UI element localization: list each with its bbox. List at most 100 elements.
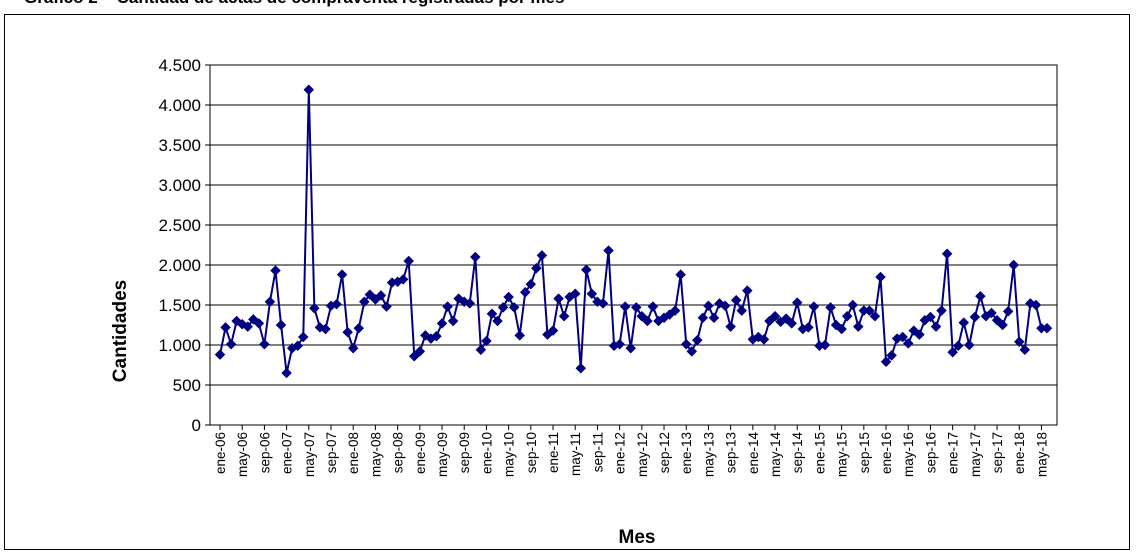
x-tick-label: may-18: [1034, 432, 1049, 477]
data-point: [264, 296, 276, 308]
y-tick-label: 3.500: [158, 136, 201, 155]
x-tick-label: may-08: [368, 432, 383, 477]
data-point: [353, 322, 365, 334]
data-point: [536, 250, 548, 261]
x-tick-label: sep-07: [324, 432, 339, 473]
data-point: [1030, 299, 1042, 311]
data-point: [825, 302, 836, 313]
x-tick-label: sep-13: [724, 432, 739, 473]
data-point: [986, 307, 997, 319]
data-point: [519, 286, 531, 298]
x-tick-label: ene-11: [546, 432, 561, 473]
data-point: [691, 334, 703, 346]
y-tick-label: 1.000: [158, 336, 201, 355]
data-point: [214, 349, 226, 360]
x-tick-label: may-11: [568, 432, 583, 476]
data-point: [525, 278, 537, 290]
data-point: [486, 308, 498, 320]
data-point: [741, 285, 753, 296]
x-tick-label: ene-13: [679, 432, 694, 474]
x-tick-label: sep-11: [590, 432, 605, 472]
y-tick-label: 2.500: [158, 216, 201, 235]
data-point: [436, 318, 448, 329]
data-point: [531, 262, 542, 274]
data-point: [375, 290, 387, 301]
data-point: [897, 331, 909, 343]
data-point: [730, 294, 742, 306]
data-point: [603, 245, 614, 256]
data-point: [547, 325, 559, 336]
data-point: [802, 322, 814, 333]
x-axis-title: Mes: [619, 527, 656, 548]
data-point: [447, 315, 459, 327]
line-chart: 0 500 1.000 1.500 2.000 2.500 3.000 3.500 4.000 4…: [110, 56, 1058, 548]
data-point: [281, 367, 292, 379]
x-tick-label: ene-16: [879, 432, 894, 474]
x-tick-label: may-16: [901, 432, 916, 477]
x-tick-label: ene-10: [479, 432, 494, 474]
y-axis-title: Cantidades: [110, 280, 131, 382]
data-point: [469, 251, 481, 263]
x-tick-label: ene-15: [812, 432, 827, 474]
x-tick-label: sep-17: [990, 432, 1005, 473]
data-point: [708, 312, 720, 324]
data-point: [331, 298, 342, 310]
data-point: [769, 310, 781, 322]
data-point: [514, 330, 526, 341]
plot-area: [209, 64, 1058, 426]
x-tick-label: sep-09: [457, 432, 472, 473]
data-point: [458, 296, 470, 308]
x-tick-label: sep-16: [923, 432, 938, 473]
data-point: [636, 310, 648, 322]
data-point: [997, 319, 1008, 331]
data-point: [941, 248, 953, 260]
x-tick-label: ene-14: [746, 432, 761, 475]
x-tick-label: may-15: [835, 432, 850, 477]
x-tick-label: may-06: [235, 432, 250, 477]
y-tick-label: 1.500: [158, 296, 201, 315]
data-point: [753, 331, 764, 343]
x-tick-label: ene-18: [1012, 432, 1027, 474]
y-tick-label: 4.500: [158, 56, 201, 75]
data-point: [913, 329, 925, 340]
data-point: [642, 315, 653, 327]
x-tick-label: sep-15: [857, 432, 872, 473]
data-point: [925, 311, 936, 323]
x-tick-label: sep-08: [391, 432, 406, 473]
data-point: [592, 296, 603, 308]
x-tick-label: ene-17: [946, 432, 961, 474]
data-point: [431, 330, 442, 342]
data-point: [669, 305, 681, 316]
data-point: [836, 323, 847, 335]
data-point: [908, 325, 920, 336]
data-point: [619, 301, 631, 312]
data-point: [847, 299, 859, 311]
data-point: [358, 296, 370, 308]
data-point: [952, 340, 964, 352]
x-tick-label: ene-08: [346, 432, 361, 474]
data-point: [397, 274, 409, 285]
data-point: [475, 344, 487, 356]
y-tick-label: 2.000: [158, 256, 201, 275]
data-point: [1002, 306, 1014, 317]
data-point: [841, 310, 853, 322]
data-point: [947, 346, 958, 358]
x-tick-label: sep-10: [524, 432, 539, 473]
data-point: [1041, 322, 1053, 334]
data-point: [580, 264, 592, 276]
x-tick-label: may-07: [302, 432, 317, 477]
data-point: [936, 305, 947, 316]
data-point: [242, 321, 254, 332]
data-point: [703, 300, 714, 312]
data-point: [558, 310, 570, 322]
data-point: [614, 338, 625, 350]
x-tick-label: may-09: [435, 432, 450, 477]
data-point: [686, 346, 698, 357]
data-point: [381, 301, 392, 312]
x-tick-label: ene-07: [280, 432, 295, 474]
chart-frame: 0 500 1.000 1.500 2.000 2.500 3.000 3.500 4.000 4…: [4, 14, 1130, 550]
x-tick-label: ene-06: [213, 432, 228, 474]
x-tick-label: may-13: [701, 432, 716, 477]
data-point: [492, 315, 503, 327]
data-point: [680, 338, 692, 350]
